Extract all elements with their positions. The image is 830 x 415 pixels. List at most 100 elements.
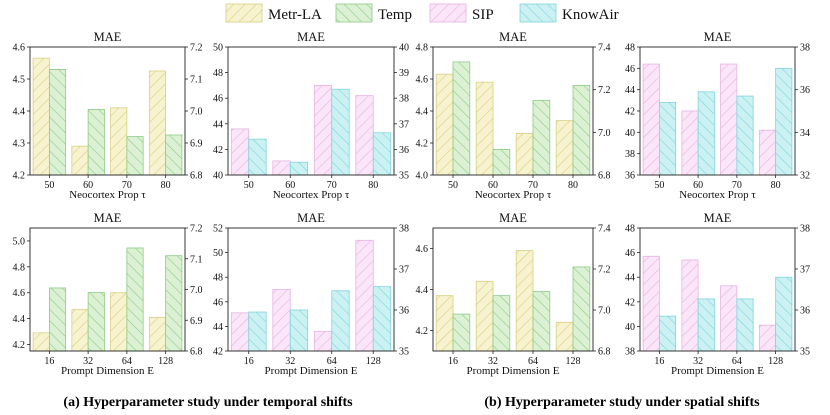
panel-b-top-left: MAE 4.0 4.2 4.4 4.6 4.8 6.8 7.0 7.2 7.4 50 60 70 80 Ne… [416,30,611,201]
left-tick-label: 40 [625,322,635,333]
legend-label-metr: Metr-LA [268,7,322,23]
bar-knowair-32 [697,298,715,352]
x-tick-label: 60 [693,180,703,191]
left-tick-label: 50 [213,248,223,259]
bar-temp-80 [572,85,591,176]
x-tick-label: 60 [488,180,498,191]
right-tick-label: 40 [399,43,409,54]
legend: Metr-LA Temp SIP KnowAir [225,3,619,23]
left-tick-label: 4.5 [13,75,26,86]
x-tick-label: 70 [122,180,132,191]
x-tick-label: 128 [768,356,783,367]
left-tick-label: 40 [213,171,223,182]
bar-knowair-128 [372,286,392,352]
bar-sip-32 [681,259,699,352]
bar-knowair-64 [331,290,350,352]
x-tick-label: 32 [83,356,93,367]
left-tick-label: 48 [213,68,223,79]
plot-frame [227,46,395,176]
left-tick-label: 4.4 [13,107,26,118]
right-tick-label: 7.4 [598,43,611,54]
left-tick-label: 36 [625,171,635,182]
panel-title: MAE [94,30,122,44]
left-tick-label: 4.6 [13,43,26,54]
bar-knowair-16 [658,315,677,352]
x-tick-label: 128 [366,356,381,367]
left-tick-label: 44 [625,273,635,284]
left-tick-label: 4.2 [416,139,429,150]
left-tick-label: 38 [625,347,635,358]
panel-b-bottom-right: MAE 38 40 42 44 46 48 35 36 37 38 16 32 64 128 Prompt D… [625,211,810,377]
left-tick-label: 44 [213,119,223,130]
panel-title: MAE [297,30,325,44]
panel-a-bottom-left: MAE 4.2 4.4 4.6 4.8 5.0 6.8 6.9 7.0 7.1 7.2 16 32 64 1… [13,211,203,377]
legend-swatch-temp [335,3,373,23]
right-tick-label: 6.9 [190,316,203,327]
x-tick-label: 70 [732,180,742,191]
left-tick-label: 4.3 [13,139,26,150]
x-tick-label: 64 [122,356,132,367]
x-tick-label: 64 [528,356,538,367]
panel-b-top-right: MAE 36 38 40 42 44 46 48 32 34 36 38 50 60 70 80 Neocort… [625,30,810,201]
right-tick-label: 7.0 [598,306,611,317]
left-tick-label: 46 [213,297,223,308]
left-tick-label: 42 [625,107,635,118]
right-tick-label: 36 [800,306,810,317]
bar-sip-50 [642,63,660,176]
x-tick-label: 80 [771,180,781,191]
bar-metr-50 [32,57,50,176]
left-tick-label: 4.6 [416,75,429,86]
bar-metr-80 [148,70,167,176]
right-tick-label: 6.8 [190,171,203,182]
panel-a-top-left: MAE 4.2 4.3 4.4 4.5 4.6 6.8 6.9 7.0 7.1 7.2 50 60 70 8… [13,30,203,201]
right-tick-label: 7.4 [598,224,611,235]
right-tick-label: 7.0 [598,128,611,139]
right-tick-label: 7.2 [190,43,203,54]
bar-knowair-32 [289,309,309,352]
left-tick-label: 46 [213,94,223,105]
bar-knowair-70 [736,95,754,176]
left-tick-label: 4.6 [13,288,26,299]
x-tick-label: 50 [244,180,254,191]
right-tick-label: 35 [399,171,409,182]
x-tick-label: 70 [327,180,337,191]
x-tick-label: 50 [44,180,54,191]
x-tick-label: 50 [654,180,664,191]
right-tick-label: 36 [399,306,409,317]
legend-swatch-knowair [519,3,557,23]
plot-frame [639,227,796,352]
legend-label-knowair: KnowAir [562,7,619,23]
x-axis-label: Prompt Dimension E [61,365,154,377]
x-tick-label: 128 [566,356,581,367]
left-tick-label: 4.4 [416,285,429,296]
bar-temp-70 [126,136,144,176]
bar-knowair-80 [372,132,392,176]
bar-temp-16 [452,313,471,352]
panel-title: MAE [94,211,122,225]
legend-item-metr: Metr-LA [225,3,322,23]
right-tick-label: 6.8 [190,347,203,358]
x-tick-label: 60 [285,180,295,191]
left-tick-label: 44 [625,85,635,96]
bar-knowair-50 [658,102,677,176]
left-tick-label: 38 [625,149,635,160]
legend-label-temp: Temp [378,7,412,23]
bar-temp-60 [87,109,105,176]
bar-sip-64 [720,285,738,352]
right-tick-label: 37 [399,265,409,276]
left-tick-label: 52 [213,224,223,235]
right-tick-label: 36 [399,145,409,156]
left-tick-label: 46 [625,64,635,75]
x-tick-label: 32 [693,356,703,367]
bar-sip-70 [313,85,333,176]
left-tick-label: 4.8 [13,262,26,273]
right-tick-label: 7.2 [598,85,611,96]
bar-metr-60 [71,145,89,176]
legend-swatch-sip [429,3,467,23]
bar-metr-60 [475,81,494,176]
bar-sip-60 [272,160,291,176]
bar-sip-80 [758,129,777,176]
bar-temp-60 [492,148,511,176]
legend-label-sip: SIP [472,7,494,23]
left-tick-label: 4.0 [416,171,429,182]
